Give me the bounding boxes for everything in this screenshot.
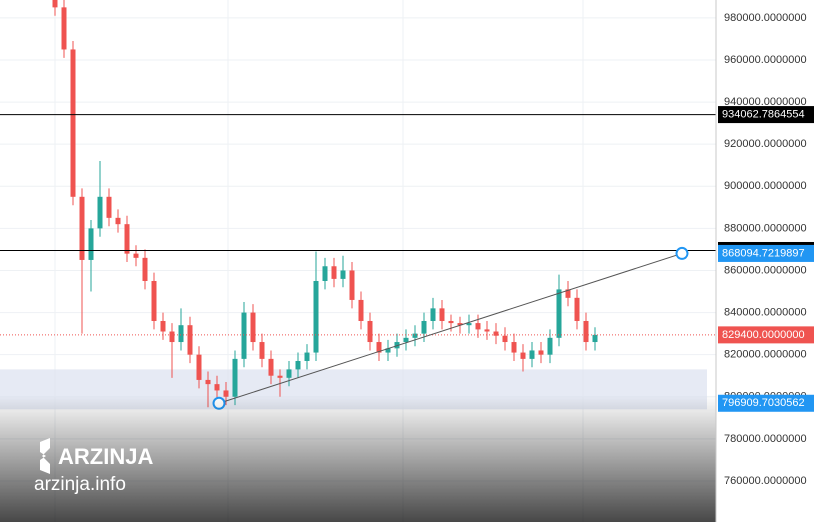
candle-body bbox=[466, 323, 472, 326]
y-tick-label: 760000.0000000 bbox=[724, 475, 807, 487]
candle-body bbox=[367, 320, 373, 343]
y-tick-label: 900000.0000000 bbox=[724, 180, 807, 192]
candle-body bbox=[88, 228, 94, 260]
candle-body bbox=[295, 360, 301, 370]
watermark: ARZINJA arzinja.info bbox=[34, 438, 153, 495]
candle-body bbox=[358, 299, 364, 321]
trend-line bbox=[218, 252, 683, 404]
candle-body bbox=[232, 358, 238, 397]
candle-body bbox=[52, 0, 58, 8]
candle-body bbox=[160, 320, 166, 332]
candle-body bbox=[331, 266, 337, 279]
candle-body bbox=[313, 280, 319, 353]
candle-body bbox=[403, 337, 409, 343]
candle-body bbox=[502, 335, 508, 343]
candle-body bbox=[151, 280, 157, 321]
candle-body bbox=[376, 342, 382, 353]
candle-body bbox=[223, 390, 229, 397]
candle-body bbox=[592, 334, 598, 343]
candle-body bbox=[511, 342, 517, 353]
brand-name: ARZINJA bbox=[58, 444, 153, 469]
candle-body bbox=[268, 358, 274, 376]
candle-body bbox=[259, 342, 265, 359]
y-tick-label: 980000.0000000 bbox=[724, 12, 807, 24]
brand-url: arzinja.info bbox=[34, 474, 126, 495]
candle-body bbox=[196, 354, 202, 380]
candle-body bbox=[169, 331, 175, 343]
candle-body bbox=[79, 196, 85, 260]
axis-labels: 980000.0000000 960000.0000000 940000.00000… bbox=[718, 12, 814, 487]
candle-body bbox=[538, 350, 544, 355]
y-tick-label: 940000.0000000 bbox=[724, 96, 807, 108]
candle-body bbox=[115, 217, 121, 225]
price-label-box bbox=[718, 394, 814, 412]
candle-body bbox=[547, 337, 553, 355]
price-label: 829400.0000000 bbox=[722, 329, 805, 341]
candle-body bbox=[412, 333, 418, 338]
candle-body bbox=[286, 369, 292, 378]
candle-body bbox=[439, 308, 445, 321]
logo-icon bbox=[40, 438, 50, 474]
candle-body bbox=[484, 329, 490, 332]
candle-body bbox=[493, 331, 499, 336]
candle-body bbox=[421, 320, 427, 334]
candle-body bbox=[556, 289, 562, 338]
bottom-fade bbox=[0, 395, 716, 522]
candles bbox=[52, 0, 598, 408]
price-label: 868094.7219897 bbox=[722, 247, 805, 259]
candle-body bbox=[205, 379, 211, 385]
candle-body bbox=[70, 49, 76, 197]
candle-body bbox=[241, 312, 247, 359]
candle-body bbox=[529, 350, 535, 359]
candle-body bbox=[142, 257, 148, 281]
candle-body bbox=[385, 348, 391, 353]
y-tick-label: 920000.0000000 bbox=[724, 138, 807, 150]
candle-body bbox=[565, 289, 571, 298]
price-label-box bbox=[718, 106, 814, 124]
candle-body bbox=[277, 375, 283, 378]
candle-body bbox=[214, 384, 220, 391]
price-label-box bbox=[718, 326, 814, 344]
candle-body bbox=[97, 196, 103, 229]
candle-body bbox=[187, 325, 193, 355]
candle-body bbox=[322, 266, 328, 281]
price-label: 934062.7864554 bbox=[722, 108, 805, 120]
candle-body bbox=[250, 312, 256, 343]
candle-body bbox=[178, 325, 184, 343]
candle-body bbox=[574, 297, 580, 321]
y-tick-label: 780000.0000000 bbox=[724, 433, 807, 445]
candle-body bbox=[106, 196, 112, 218]
y-tick-label: 840000.0000000 bbox=[724, 306, 807, 318]
y-tick-label: 880000.0000000 bbox=[724, 222, 807, 234]
price-label-box bbox=[718, 244, 814, 262]
candle-body bbox=[124, 224, 130, 254]
candle-body bbox=[349, 270, 355, 300]
candle-body bbox=[304, 352, 310, 361]
candle-body bbox=[457, 323, 463, 326]
candle-body bbox=[520, 352, 526, 359]
candle-body bbox=[448, 320, 454, 324]
candle-body bbox=[61, 7, 67, 50]
trend-handle bbox=[675, 246, 689, 260]
candle-body bbox=[133, 253, 139, 258]
candle-body bbox=[430, 308, 436, 321]
candle-body bbox=[340, 270, 346, 279]
price-label: 796909.7030562 bbox=[722, 397, 805, 409]
candle-body bbox=[475, 323, 481, 330]
overlays bbox=[0, 114, 716, 410]
y-tick-label: 960000.0000000 bbox=[724, 54, 807, 66]
y-tick-label: 860000.0000000 bbox=[724, 264, 807, 276]
candle-body bbox=[583, 320, 589, 343]
y-tick-label: 820000.0000000 bbox=[724, 349, 807, 361]
